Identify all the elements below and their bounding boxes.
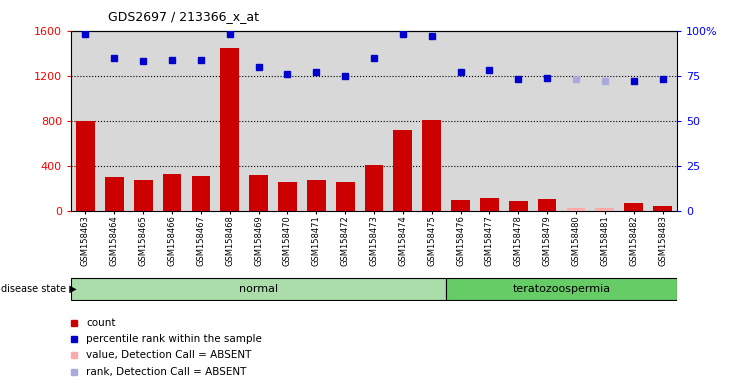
Bar bbox=[625, 203, 643, 211]
Bar bbox=[336, 182, 355, 211]
Bar bbox=[307, 180, 325, 211]
Bar bbox=[509, 201, 527, 211]
Bar bbox=[162, 174, 182, 211]
Text: GDS2697 / 213366_x_at: GDS2697 / 213366_x_at bbox=[108, 10, 260, 23]
Text: normal: normal bbox=[239, 284, 278, 294]
Bar bbox=[451, 200, 470, 211]
Text: count: count bbox=[86, 318, 116, 328]
FancyBboxPatch shape bbox=[71, 278, 446, 300]
Text: value, Detection Call = ABSENT: value, Detection Call = ABSENT bbox=[86, 351, 251, 361]
Bar bbox=[221, 48, 239, 211]
Bar bbox=[364, 165, 384, 211]
Bar bbox=[278, 182, 297, 211]
Text: teratozoospermia: teratozoospermia bbox=[512, 284, 610, 294]
Bar bbox=[191, 176, 210, 211]
Bar bbox=[595, 208, 614, 211]
Bar bbox=[393, 130, 412, 211]
Bar bbox=[76, 121, 95, 211]
FancyBboxPatch shape bbox=[446, 278, 677, 300]
Bar bbox=[423, 120, 441, 211]
Bar bbox=[653, 205, 672, 211]
Text: percentile rank within the sample: percentile rank within the sample bbox=[86, 334, 262, 344]
Text: rank, Detection Call = ABSENT: rank, Detection Call = ABSENT bbox=[86, 367, 247, 377]
Bar bbox=[134, 180, 153, 211]
Bar bbox=[538, 199, 557, 211]
Bar bbox=[480, 198, 499, 211]
Bar bbox=[105, 177, 123, 211]
Text: disease state ▶: disease state ▶ bbox=[1, 284, 76, 294]
Bar bbox=[249, 175, 268, 211]
Bar bbox=[566, 208, 586, 211]
